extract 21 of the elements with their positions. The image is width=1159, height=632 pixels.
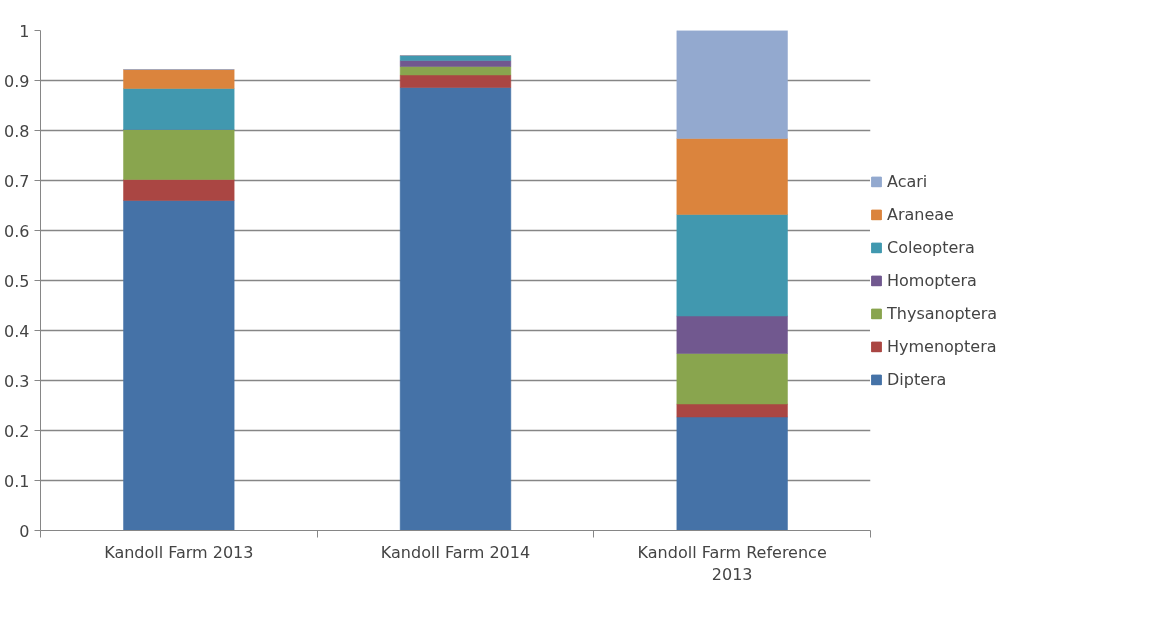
x-tick-label: Kandoll Farm 2013 [104, 542, 254, 562]
y-tick-label: 0.5 [4, 271, 30, 291]
y-tick-label: 0.1 [4, 471, 30, 491]
legend-label: Diptera [887, 369, 948, 389]
x-tick-label: Kandoll Farm Reference 2013 [637, 542, 827, 585]
y-tick-label: 0.6 [4, 221, 30, 241]
y-tick-label: 0.9 [4, 71, 30, 91]
y-tick-label: 0.4 [4, 321, 30, 341]
y-tick-label: 0.3 [4, 371, 30, 391]
y-tick-label: 0 [19, 521, 30, 541]
legend-label: Araneae [887, 204, 955, 224]
legend-label: Coleoptera [887, 237, 976, 257]
y-tick-label: 0.7 [4, 171, 30, 191]
y-tick-label: 0.2 [4, 421, 30, 441]
x-tick-label: Kandoll Farm 2014 [380, 542, 531, 562]
y-tick-label: 1 [19, 21, 30, 41]
legend-label: Thysanoptera [887, 303, 998, 323]
legend-label: Acari [887, 171, 929, 191]
y-tick-label: 0.8 [4, 121, 30, 141]
legend-label: Hymenoptera [887, 336, 997, 356]
legend-label: Homoptera [887, 270, 978, 290]
